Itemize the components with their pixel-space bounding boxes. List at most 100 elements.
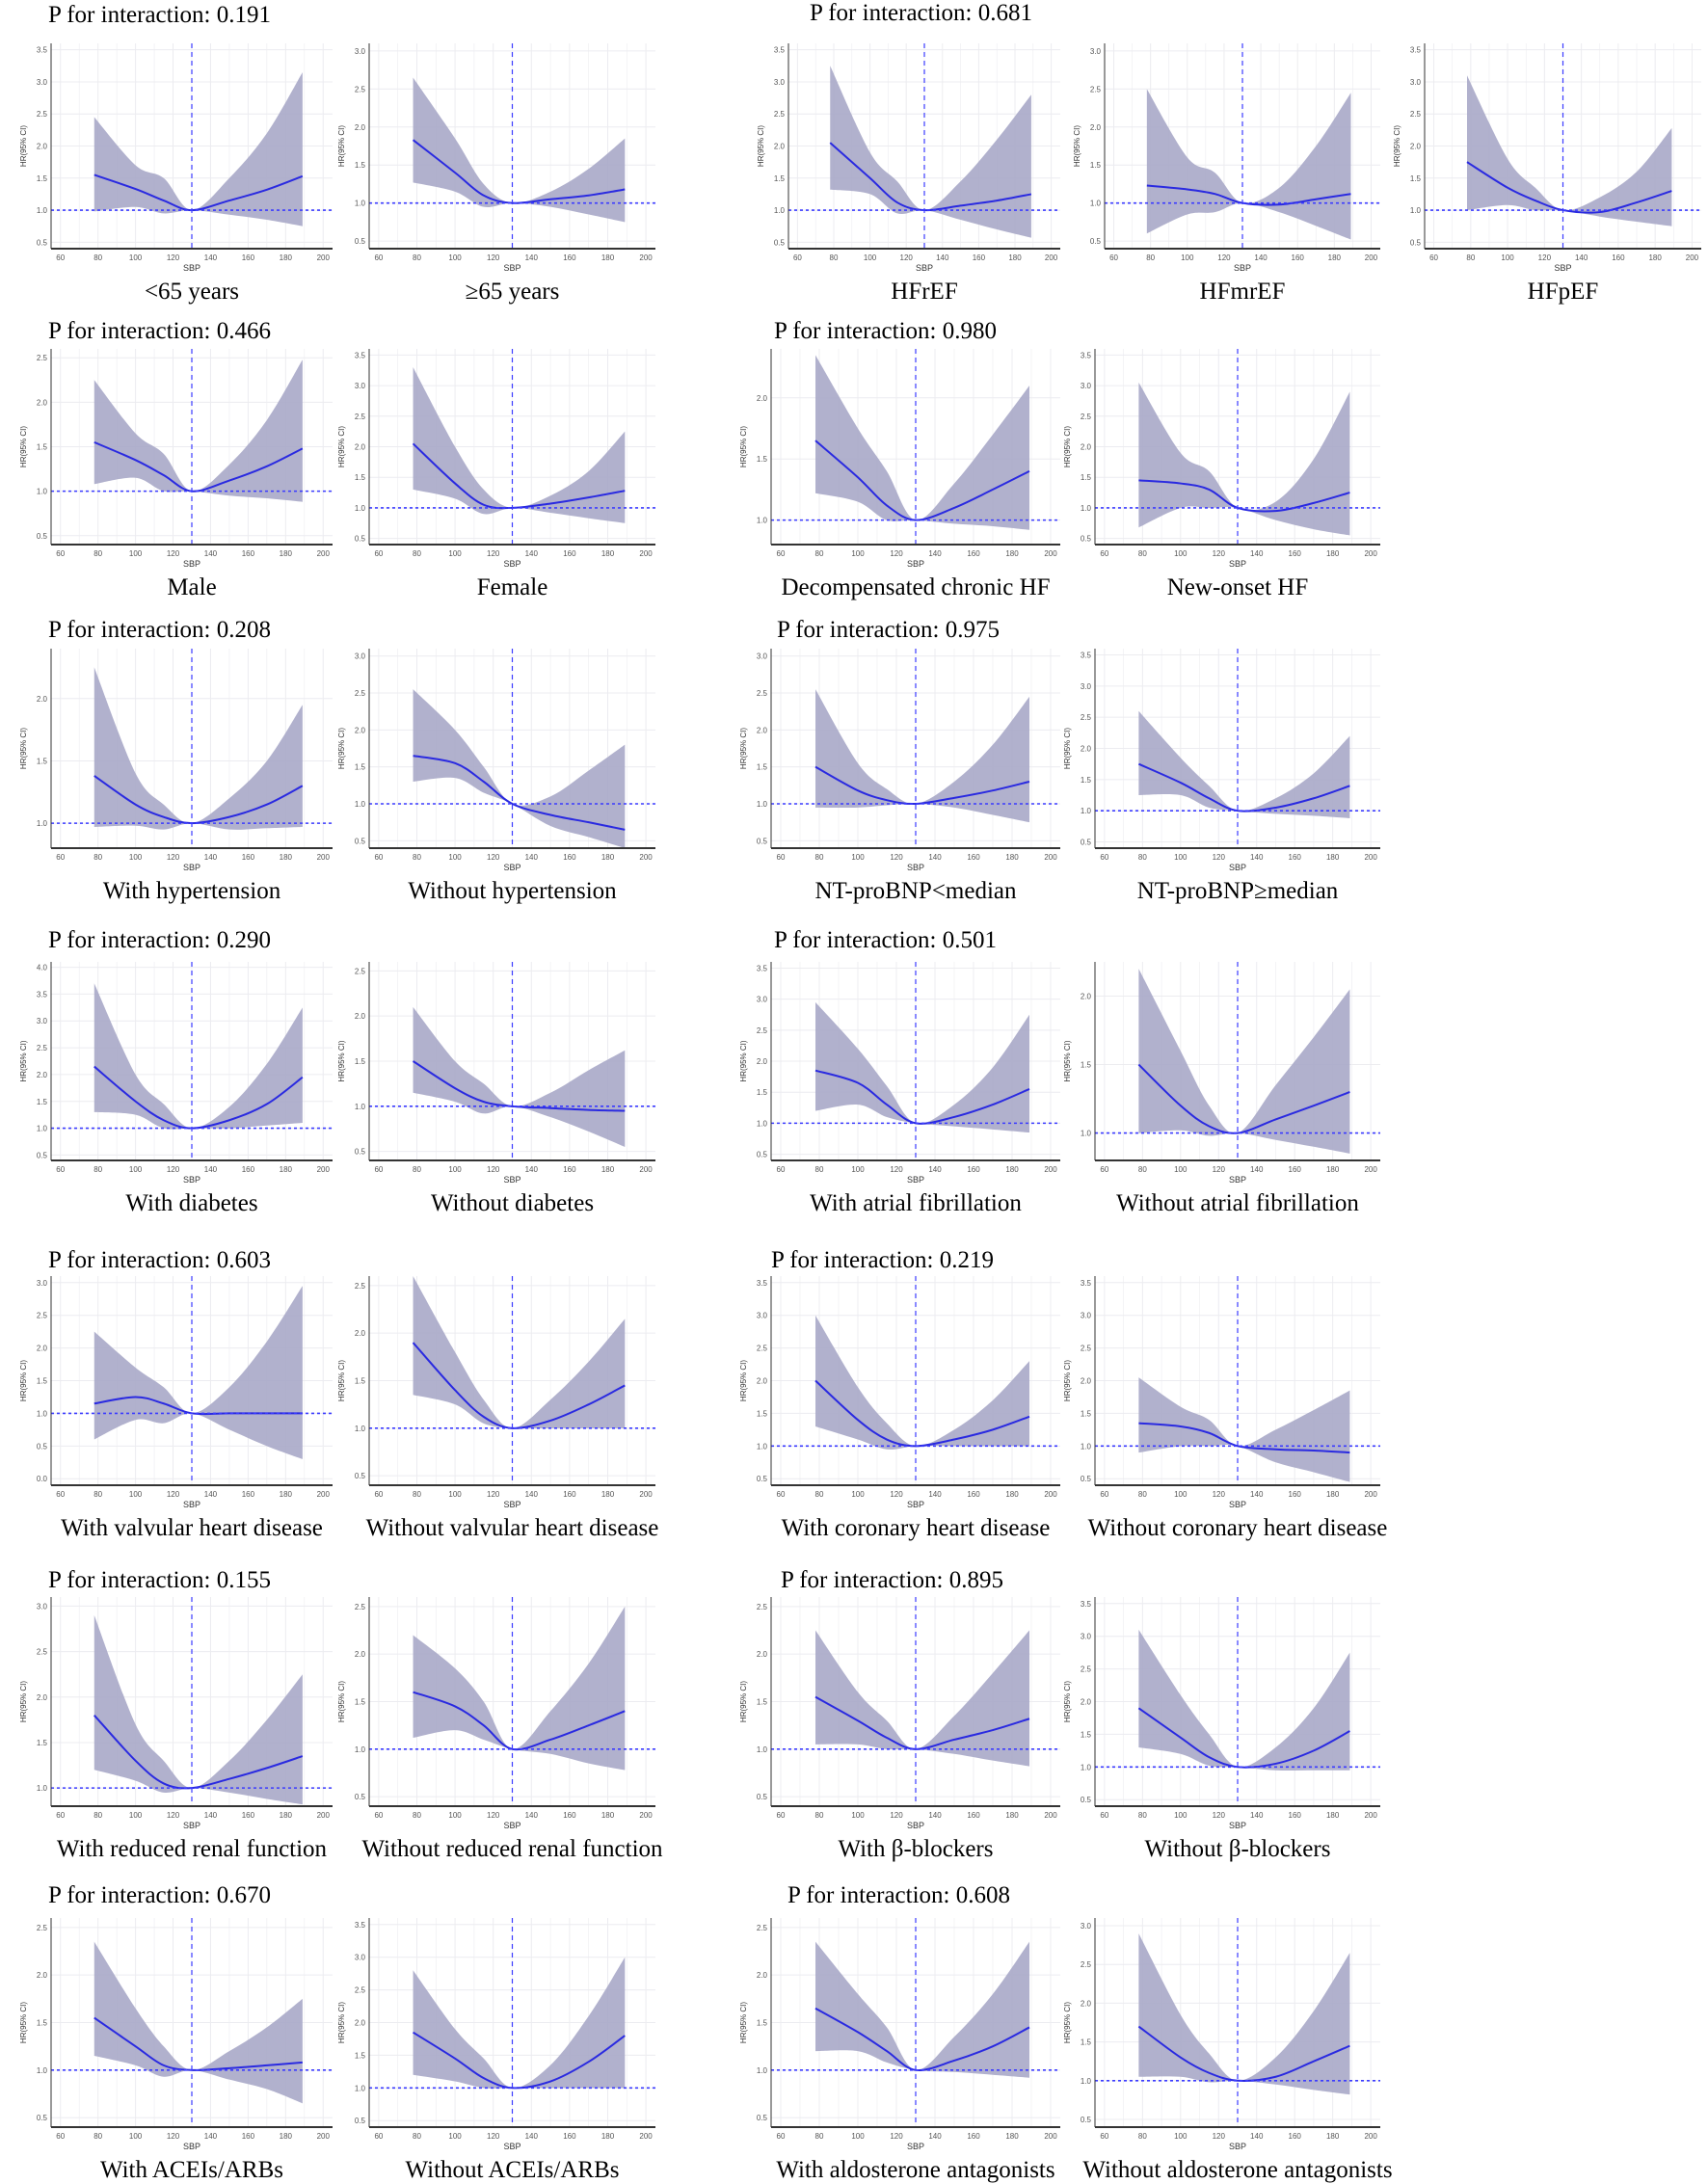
x-tick-label: 180 (601, 1490, 615, 1499)
y-axis-title: HR(95% CI) (1393, 125, 1401, 167)
x-tick-label: 80 (413, 2132, 421, 2141)
y-axis-title: HR(95% CI) (1063, 2002, 1072, 2043)
y-tick-label: 2.0 (774, 143, 786, 151)
confidence-band (815, 1941, 1029, 2078)
x-tick-label: 140 (1250, 2132, 1264, 2141)
subgroup-label: NT-proBNP≥median (1136, 878, 1339, 904)
x-tick-label: 60 (1109, 253, 1118, 262)
x-axis-title: SBP (503, 559, 520, 569)
x-tick-label: 160 (242, 1490, 255, 1499)
x-tick-label: 140 (525, 853, 539, 862)
y-tick-label: 2.5 (355, 1986, 366, 1995)
y-tick-label: 3.0 (1410, 78, 1422, 87)
spline-chart-panel: 60 80 100 120 140 160 180 200 0.5 1.0 1.5 2.0 2.5 SBP… (331, 1597, 660, 1838)
y-tick-label: 3.0 (37, 78, 48, 87)
confidence-band (413, 1957, 626, 2089)
y-tick-label: 0.5 (774, 238, 786, 247)
y-tick-label: 2.5 (757, 1924, 768, 1932)
x-tick-label: 180 (280, 549, 293, 558)
x-tick-label: 60 (777, 1811, 786, 1820)
y-tick-label: 2.5 (355, 85, 366, 93)
x-tick-label: 80 (413, 253, 421, 262)
x-tick-label: 180 (1005, 1165, 1019, 1174)
y-tick-label: 1.0 (757, 517, 768, 525)
x-tick-label: 180 (280, 2132, 293, 2141)
y-tick-label: 3.0 (355, 47, 366, 56)
x-tick-label: 180 (1326, 1490, 1340, 1499)
y-tick-label: 0.5 (1081, 839, 1092, 847)
x-tick-label: 100 (851, 1165, 865, 1174)
x-tick-label: 180 (1326, 1811, 1340, 1820)
y-tick-label: 0.5 (37, 1442, 48, 1451)
x-tick-label: 60 (56, 253, 65, 262)
x-tick-label: 140 (204, 2132, 218, 2141)
y-tick-label: 3.5 (1081, 651, 1092, 659)
spline-chart: 60 80 100 120 140 160 180 200 0.0 0.5 1.0 1.5 2.0 2.5… (19, 1276, 333, 1509)
y-tick-label: 2.0 (355, 1012, 366, 1021)
x-tick-label: 140 (1575, 253, 1588, 262)
y-tick-label: 3.0 (1081, 382, 1092, 390)
x-axis-title: SBP (183, 263, 200, 273)
y-tick-label: 3.5 (757, 964, 768, 972)
subgroup-label: Without ACEIs/ARBs (405, 2157, 620, 2183)
y-tick-label: 3.0 (37, 1602, 48, 1611)
y-tick-label: 2.0 (355, 123, 366, 132)
subgroup-label: With reduced renal function (56, 1836, 328, 1862)
subgroup-label: HFmrEF (1199, 279, 1286, 305)
subgroup-label: Without valvular heart disease (365, 1515, 659, 1541)
y-tick-label: 1.5 (37, 174, 48, 183)
x-tick-label: 180 (1326, 549, 1340, 558)
y-tick-label: 1.0 (355, 1425, 366, 1433)
x-tick-label: 120 (487, 1811, 500, 1820)
x-tick-label: 180 (1005, 1490, 1019, 1499)
x-tick-label: 140 (204, 1165, 218, 1174)
y-tick-label: 1.0 (37, 2066, 48, 2075)
x-tick-label: 100 (129, 853, 143, 862)
x-tick-label: 180 (601, 853, 615, 862)
y-tick-label: 1.5 (757, 763, 768, 772)
subgroup-label: Without hypertension (408, 878, 617, 904)
x-axis-title: SBP (183, 863, 200, 872)
subgroup-label: HFpEF (1527, 279, 1599, 305)
x-axis-title: SBP (907, 559, 924, 569)
spline-chart-panel: 60 80 100 120 140 160 180 200 1.0 1.5 2.0 2.5 3.0 SBP… (13, 1597, 337, 1838)
x-tick-label: 100 (1174, 1811, 1188, 1820)
x-tick-label: 140 (204, 549, 218, 558)
x-tick-label: 100 (1174, 1490, 1188, 1499)
y-tick-label: 3.0 (757, 653, 768, 661)
x-axis-title: SBP (503, 1175, 520, 1185)
y-tick-label: 1.5 (355, 2051, 366, 2060)
x-tick-label: 180 (1005, 1811, 1019, 1820)
y-tick-label: 2.0 (37, 1071, 48, 1079)
x-tick-label: 60 (1100, 853, 1108, 862)
y-tick-label: 0.5 (355, 1148, 366, 1157)
x-tick-label: 80 (93, 1811, 102, 1820)
confidence-band (413, 1606, 626, 1771)
y-tick-label: 0.5 (355, 1472, 366, 1480)
x-tick-label: 60 (1100, 1165, 1108, 1174)
y-tick-label: 1.5 (1081, 776, 1092, 785)
x-tick-label: 140 (1250, 549, 1264, 558)
spline-chart: 60 80 100 120 140 160 180 200 0.5 1.0 1.5 2.0 2.5 3.0… (757, 43, 1060, 273)
x-tick-label: 60 (374, 853, 383, 862)
y-tick-label: 2.0 (757, 1377, 768, 1386)
x-tick-label: 200 (1044, 549, 1057, 558)
x-axis-title: SBP (907, 2142, 924, 2151)
x-tick-label: 180 (601, 1165, 615, 1174)
x-axis-title: SBP (907, 863, 924, 872)
y-tick-label: 2.0 (757, 1971, 768, 1980)
subgroup-label: With valvular heart disease (61, 1515, 323, 1541)
y-tick-label: 2.0 (757, 1650, 768, 1659)
x-tick-label: 140 (204, 853, 218, 862)
y-tick-label: 3.0 (1081, 682, 1092, 691)
subgroup-label: Without coronary heart disease (1087, 1515, 1388, 1541)
x-axis-title: SBP (183, 1175, 200, 1185)
x-tick-label: 140 (1254, 253, 1268, 262)
x-tick-label: 80 (1138, 1490, 1147, 1499)
x-tick-label: 140 (1250, 1490, 1264, 1499)
x-tick-label: 100 (129, 549, 143, 558)
spline-chart: 60 80 100 120 140 160 180 200 1.0 1.5 2.0 SBP HR(95%… (1063, 962, 1380, 1185)
x-tick-label: 60 (777, 1490, 786, 1499)
hr-curve (1137, 1707, 1350, 1769)
confidence-band (815, 689, 1029, 823)
